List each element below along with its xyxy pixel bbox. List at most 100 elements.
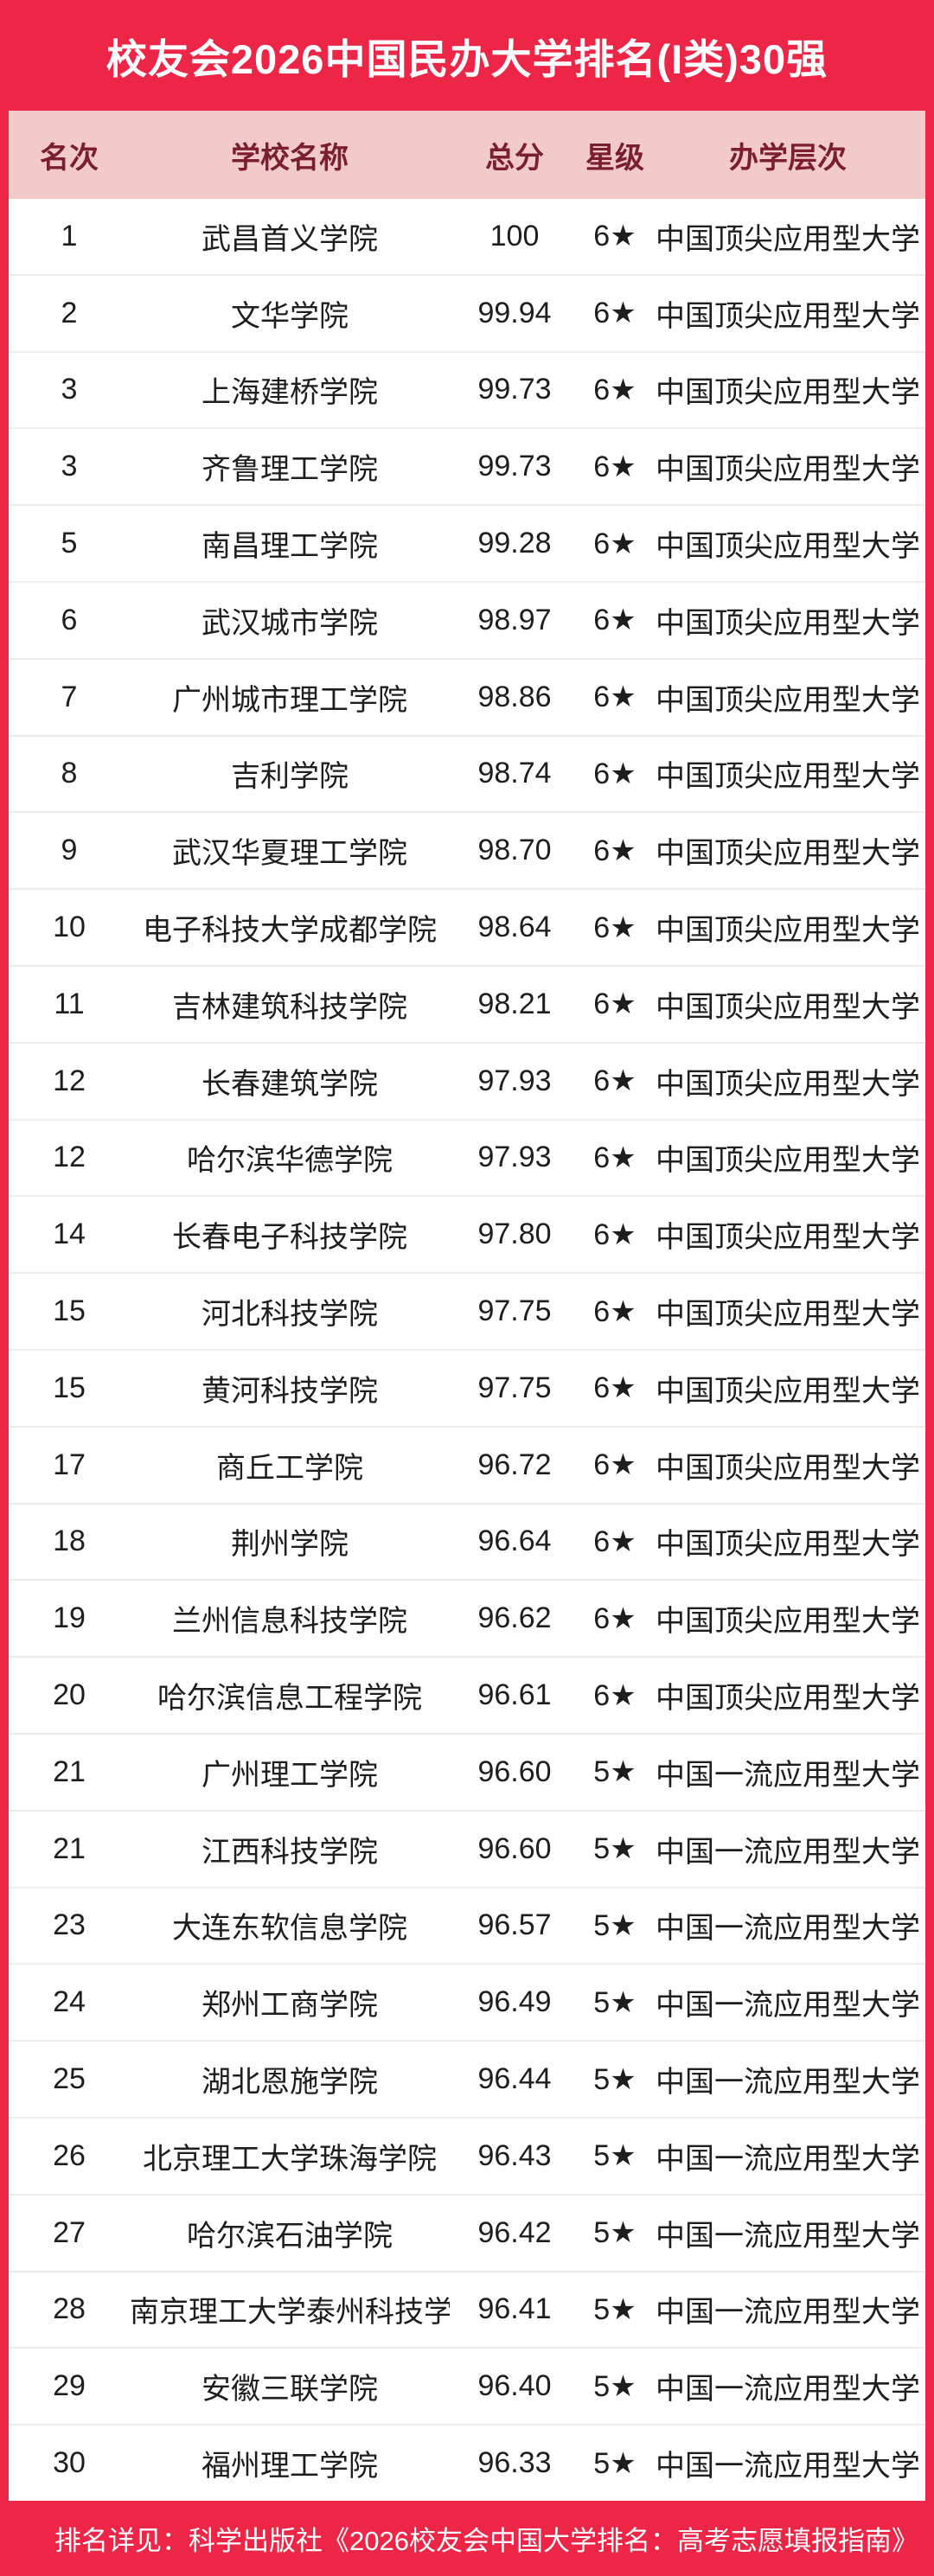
rank-cell: 21 [53, 1755, 86, 1788]
level-cell: 中国顶尖应用型大学 [656, 1374, 920, 1408]
rank-cell: 26 [53, 2138, 86, 2172]
level-cell: 中国一流应用型大学 [656, 2142, 920, 2176]
school-name-cell: 哈尔滨信息工程学院 [157, 1682, 422, 1716]
level-cell: 中国一流应用型大学 [656, 1758, 920, 1792]
star-rating-cell: 6★ [593, 911, 637, 944]
rank-cell: 2 [61, 296, 78, 329]
level-cell: 中国顶尖应用型大学 [656, 530, 920, 564]
score-cell: 98.86 [477, 680, 552, 713]
rank-cell: 15 [53, 1294, 86, 1328]
star-rating-cell: 6★ [593, 1371, 637, 1405]
school-name-cell: 兰州信息科技学院 [172, 1605, 407, 1639]
score-cell: 96.60 [477, 1831, 552, 1865]
score-cell: 99.94 [477, 296, 552, 329]
rank-cell: 17 [53, 1448, 86, 1481]
school-name-cell: 哈尔滨华德学院 [187, 1144, 393, 1178]
star-rating-cell: 5★ [593, 2446, 637, 2480]
table-row: 14 长春电子科技学院 97.80 6★ 中国顶尖应用型大学 [9, 1195, 925, 1273]
score-cell: 98.21 [477, 987, 552, 1020]
level-cell: 中国顶尖应用型大学 [656, 1528, 920, 1562]
star-rating-cell: 6★ [593, 834, 637, 867]
score-cell: 96.61 [477, 1678, 552, 1712]
rank-cell: 9 [61, 834, 78, 867]
level-cell: 中国顶尖应用型大学 [656, 222, 920, 256]
rank-cell: 6 [61, 603, 78, 636]
star-rating-cell: 6★ [593, 527, 637, 560]
rank-cell: 1 [61, 219, 78, 252]
table-body: 1 武昌首义学院 100 6★ 中国顶尖应用型大学 2 文华学院 99.94 6… [9, 199, 925, 2501]
school-name-cell: 长春建筑学院 [202, 1067, 378, 1101]
score-cell: 98.64 [477, 911, 552, 944]
table-row: 7 广州城市理工学院 98.86 6★ 中国顶尖应用型大学 [9, 657, 925, 735]
table-row: 24 郑州工商学院 96.49 5★ 中国一流应用型大学 [9, 1963, 925, 2041]
star-rating-cell: 6★ [593, 297, 637, 330]
school-name-cell: 吉林建筑科技学院 [172, 990, 407, 1024]
table-header-row: 名次 学校名称 总分 星级 办学层次 [9, 111, 925, 199]
star-rating-cell: 6★ [593, 1448, 637, 1482]
score-cell: 96.42 [477, 2215, 552, 2249]
star-rating-cell: 5★ [593, 2369, 637, 2403]
title-band: 校友会2026中国民办大学排名(I类)30强 [9, 0, 925, 111]
table-row: 3 齐鲁理工学院 99.73 6★ 中国顶尖应用型大学 [9, 427, 925, 505]
level-cell: 中国顶尖应用型大学 [656, 1451, 920, 1485]
star-rating-cell: 6★ [593, 1218, 637, 1251]
star-rating-cell: 5★ [593, 1985, 637, 2019]
star-rating-cell: 6★ [593, 681, 637, 714]
score-cell: 99.28 [477, 527, 552, 560]
level-cell: 中国顶尖应用型大学 [656, 990, 920, 1024]
school-name-cell: 北京理工大学珠海学院 [143, 2142, 437, 2176]
star-rating-cell: 6★ [593, 1601, 637, 1635]
score-cell: 99.73 [477, 373, 552, 406]
star-rating-cell: 6★ [593, 1525, 637, 1558]
level-cell: 中国顶尖应用型大学 [656, 606, 920, 640]
table-row: 18 荆州学院 96.64 6★ 中国顶尖应用型大学 [9, 1502, 925, 1580]
school-name-cell: 商丘工学院 [216, 1451, 363, 1485]
score-cell: 96.62 [477, 1601, 552, 1635]
school-name-cell: 河北科技学院 [202, 1298, 378, 1332]
star-rating-cell: 6★ [593, 1064, 637, 1098]
score-cell: 98.74 [477, 757, 552, 790]
score-cell: 100 [489, 219, 540, 252]
rank-cell: 15 [53, 1371, 86, 1404]
rank-cell: 23 [53, 1908, 86, 1942]
star-rating-cell: 6★ [593, 1294, 637, 1328]
star-rating-cell: 6★ [593, 757, 637, 790]
table-row: 15 黄河科技学院 97.75 6★ 中国顶尖应用型大学 [9, 1348, 925, 1426]
score-cell: 96.44 [477, 2062, 552, 2096]
table-row: 19 兰州信息科技学院 96.62 6★ 中国顶尖应用型大学 [9, 1579, 925, 1657]
school-name-cell: 安徽三联学院 [202, 2373, 378, 2407]
star-rating-cell: 6★ [593, 450, 637, 483]
table-row: 9 武汉华夏理工学院 98.70 6★ 中国顶尖应用型大学 [9, 811, 925, 889]
score-cell: 98.97 [477, 603, 552, 636]
score-cell: 96.49 [477, 1985, 552, 2019]
rank-cell: 27 [53, 2215, 86, 2249]
school-name-cell: 大连东软信息学院 [172, 1912, 407, 1946]
rank-cell: 28 [53, 2292, 86, 2326]
rank-cell: 8 [61, 757, 78, 790]
score-cell: 96.60 [477, 1755, 552, 1788]
level-cell: 中国顶尖应用型大学 [656, 299, 920, 333]
score-cell: 99.73 [477, 450, 552, 483]
table-row: 21 江西科技学院 96.60 5★ 中国一流应用型大学 [9, 1809, 925, 1887]
school-name-cell: 武汉城市学院 [202, 606, 378, 640]
star-rating-cell: 6★ [593, 1141, 637, 1174]
star-rating-cell: 5★ [593, 2139, 637, 2173]
level-cell: 中国一流应用型大学 [656, 2296, 920, 2330]
table-row: 27 哈尔滨石油学院 96.42 5★ 中国一流应用型大学 [9, 2193, 925, 2271]
level-cell: 中国一流应用型大学 [656, 2219, 920, 2253]
table-row: 15 河北科技学院 97.75 6★ 中国顶尖应用型大学 [9, 1272, 925, 1349]
score-cell: 97.93 [477, 1141, 552, 1174]
score-cell: 96.41 [477, 2292, 552, 2326]
table-row: 5 南昌理工学院 99.28 6★ 中国顶尖应用型大学 [9, 504, 925, 581]
school-name-cell: 上海建桥学院 [202, 376, 378, 410]
table-row: 2 文华学院 99.94 6★ 中国顶尖应用型大学 [9, 273, 925, 351]
school-name-cell: 黄河科技学院 [202, 1374, 378, 1408]
table-row: 23 大连东软信息学院 96.57 5★ 中国一流应用型大学 [9, 1886, 925, 1964]
table-row: 20 哈尔滨信息工程学院 96.61 6★ 中国顶尖应用型大学 [9, 1656, 925, 1733]
level-cell: 中国一流应用型大学 [656, 2373, 920, 2407]
table-row: 11 吉林建筑科技学院 98.21 6★ 中国顶尖应用型大学 [9, 964, 925, 1042]
star-rating-cell: 6★ [593, 1678, 637, 1712]
level-cell: 中国顶尖应用型大学 [656, 1067, 920, 1101]
level-cell: 中国顶尖应用型大学 [656, 376, 920, 410]
